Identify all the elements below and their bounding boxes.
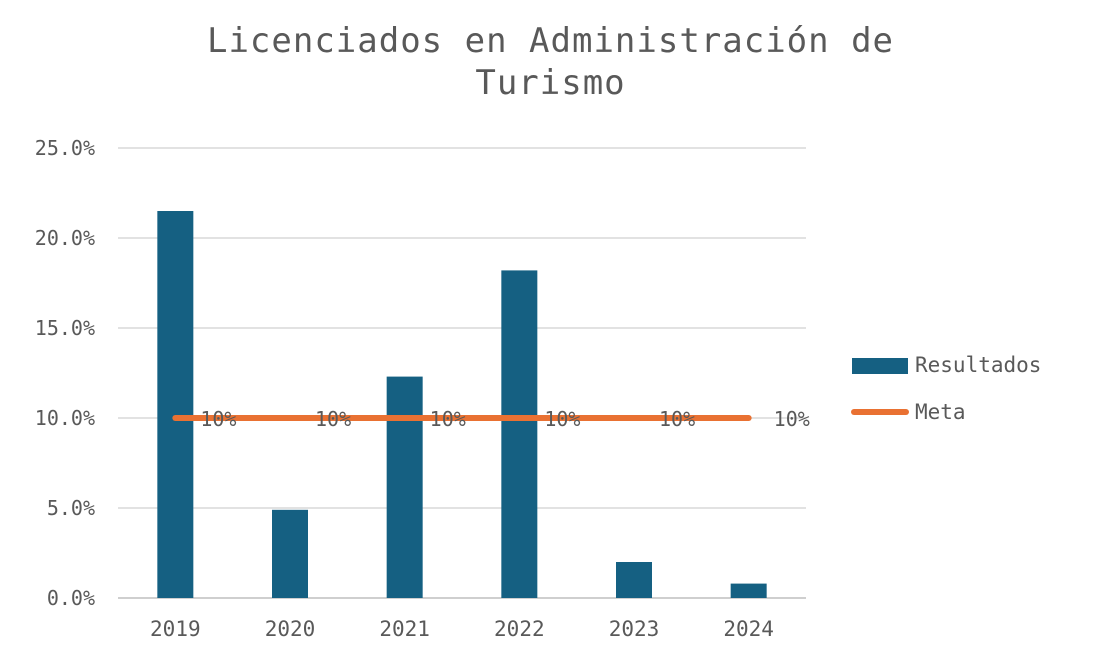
x-tick-label: 2021 (379, 617, 430, 641)
x-tick-label: 2023 (609, 617, 660, 641)
meta-data-label: 10% (430, 407, 466, 431)
bar-2024 (730, 583, 767, 598)
legend-label-resultados: Resultados (915, 353, 1041, 377)
x-tick-label: 2020 (265, 617, 316, 641)
meta-data-label: 10% (659, 407, 695, 431)
bar-2022 (501, 270, 538, 598)
x-tick-label: 2024 (723, 617, 774, 641)
bar-2019 (157, 211, 194, 598)
y-tick-label: 10.0% (35, 406, 95, 430)
bar-2023 (616, 562, 652, 598)
y-tick-label: 20.0% (35, 226, 95, 250)
y-tick-label: 15.0% (35, 316, 95, 340)
x-tick-label: 2019 (150, 617, 201, 641)
y-tick-label: 0.0% (47, 586, 95, 610)
legend-swatch-resultados (852, 358, 908, 374)
y-tick-label: 25.0% (35, 136, 95, 160)
meta-data-label: 10% (200, 407, 236, 431)
bar-2021 (386, 376, 423, 598)
meta-data-label: 10% (315, 407, 351, 431)
meta-data-label: 10% (544, 407, 580, 431)
legend-label-meta: Meta (915, 400, 966, 424)
bar-2020 (272, 509, 308, 598)
y-tick-label: 5.0% (47, 496, 95, 520)
x-tick-label: 2022 (494, 617, 545, 641)
chart-title: Licenciados en Administración de Turismo (206, 21, 895, 103)
meta-data-label: 10% (774, 407, 810, 431)
